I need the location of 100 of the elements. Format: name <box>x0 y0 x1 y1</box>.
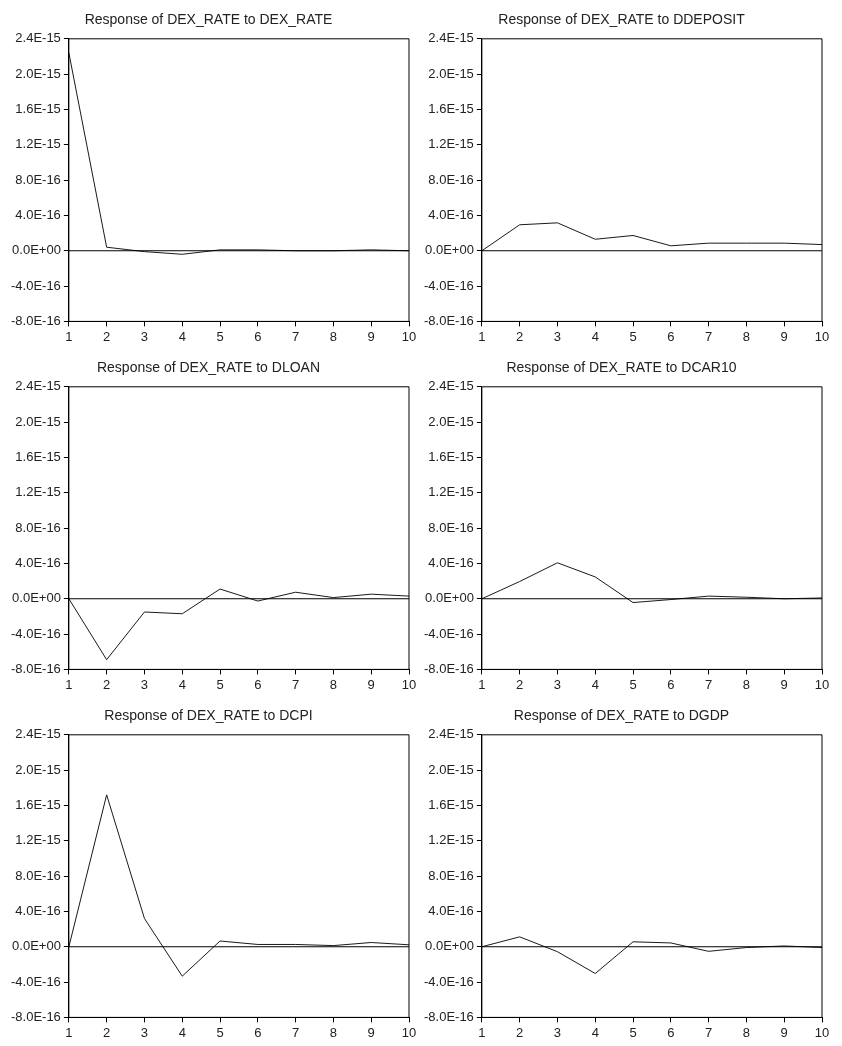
x-tick-label: 7 <box>705 1024 713 1040</box>
y-tick-label: 2.0E-15 <box>15 65 61 81</box>
x-tick-label: 7 <box>705 328 713 344</box>
x-tick-label: 7 <box>292 1024 300 1040</box>
y-tick-label: -4.0E-16 <box>10 625 61 641</box>
y-tick-label: -8.0E-16 <box>423 312 474 328</box>
x-tick-label: 2 <box>516 328 524 344</box>
y-tick-label: 1.6E-15 <box>15 797 61 813</box>
x-tick-label: 5 <box>629 328 637 344</box>
x-tick-label: 7 <box>705 676 713 692</box>
x-tick-label: 5 <box>629 676 637 692</box>
y-tick-label: 0.0E+00 <box>12 590 61 606</box>
x-tick-label: 8 <box>329 676 338 692</box>
x-tick-label: 4 <box>591 1024 599 1040</box>
x-tick-label: 9 <box>367 1024 375 1040</box>
x-tick-label: 9 <box>780 1024 788 1040</box>
x-tick-label: 2 <box>103 1024 111 1040</box>
x-tick-label: 2 <box>103 328 111 344</box>
chart-title: Response of DEX_RATE to DCAR10 <box>506 359 737 376</box>
x-tick-label: 6 <box>254 1024 262 1040</box>
y-tick-label: -8.0E-16 <box>10 1008 61 1024</box>
y-tick-label: 2.4E-15 <box>15 726 61 742</box>
y-tick-label: 1.6E-15 <box>428 797 474 813</box>
y-tick-label: 8.0E-16 <box>15 171 61 187</box>
y-tick-label: 2.0E-15 <box>428 761 474 777</box>
x-tick-label: 2 <box>516 1024 524 1040</box>
x-tick-label: 3 <box>553 1024 562 1040</box>
x-tick-label: 5 <box>216 328 224 344</box>
x-tick-label: 1 <box>65 676 73 692</box>
x-tick-label: 1 <box>65 328 73 344</box>
x-tick-label: 3 <box>553 328 562 344</box>
y-tick-label: -4.0E-16 <box>10 277 61 293</box>
y-tick-label: 2.4E-15 <box>428 378 474 394</box>
x-tick-label: 4 <box>178 328 186 344</box>
y-tick-label: 4.0E-16 <box>15 207 61 222</box>
x-tick-label: 1 <box>65 1024 73 1040</box>
y-tick-label: 0.0E+00 <box>425 590 474 606</box>
x-tick-label: 10 <box>814 328 830 344</box>
y-tick-label: -8.0E-16 <box>10 312 61 328</box>
y-tick-label: 4.0E-16 <box>428 207 474 222</box>
y-tick-label: -4.0E-16 <box>10 973 61 989</box>
y-tick-label: 1.2E-15 <box>428 832 474 848</box>
x-tick-label: 6 <box>254 328 262 344</box>
chart-title: Response of DEX_RATE to DLOAN <box>96 359 321 376</box>
x-tick-label: 8 <box>329 1024 338 1040</box>
y-tick-label: 2.4E-15 <box>428 30 474 46</box>
x-tick-label: 5 <box>629 1024 637 1040</box>
x-tick-label: 2 <box>103 676 111 692</box>
x-tick-label: 6 <box>667 328 675 344</box>
y-tick-label: -8.0E-16 <box>10 660 61 676</box>
y-tick-label: -8.0E-16 <box>423 1008 474 1024</box>
x-tick-label: 9 <box>780 328 788 344</box>
x-tick-label: 4 <box>178 1024 186 1040</box>
x-tick-label: 5 <box>216 1024 224 1040</box>
x-tick-label: 8 <box>329 328 338 344</box>
chart-title: Response of DEX_RATE to DEX_RATE <box>84 11 333 28</box>
x-tick-label: 7 <box>292 328 300 344</box>
x-tick-label: 8 <box>742 676 751 692</box>
y-tick-label: -4.0E-16 <box>423 625 474 641</box>
y-tick-label: 0.0E+00 <box>12 242 61 258</box>
x-tick-label: 3 <box>553 676 562 692</box>
x-tick-label: 8 <box>742 1024 751 1040</box>
x-tick-label: 10 <box>401 676 417 692</box>
x-tick-label: 4 <box>591 676 599 692</box>
y-tick-label: 1.6E-15 <box>428 449 474 465</box>
x-tick-label: 6 <box>667 676 675 692</box>
y-tick-label: 2.0E-15 <box>15 761 61 777</box>
x-tick-label: 3 <box>140 328 149 344</box>
y-tick-label: 2.4E-15 <box>15 378 61 394</box>
chart-title: Response of DEX_RATE to DGDP <box>513 707 730 724</box>
x-tick-label: 10 <box>401 1024 417 1040</box>
x-tick-label: 5 <box>216 676 224 692</box>
y-tick-label: 2.0E-15 <box>428 413 474 429</box>
y-tick-label: -4.0E-16 <box>423 973 474 989</box>
x-tick-label: 1 <box>478 676 486 692</box>
x-tick-label: 9 <box>367 676 375 692</box>
y-tick-label: 4.0E-16 <box>428 555 474 570</box>
y-tick-label: 2.0E-15 <box>15 413 61 429</box>
y-tick-label: 0.0E+00 <box>12 938 61 954</box>
y-tick-label: 1.6E-15 <box>15 101 61 117</box>
y-tick-label: 8.0E-16 <box>15 519 61 535</box>
x-tick-label: 10 <box>814 1024 830 1040</box>
x-tick-label: 4 <box>591 328 599 344</box>
x-tick-label: 4 <box>178 676 186 692</box>
y-tick-label: 1.6E-15 <box>15 449 61 465</box>
y-tick-label: 8.0E-16 <box>428 171 474 187</box>
y-tick-label: -4.0E-16 <box>423 277 474 293</box>
y-tick-label: 2.0E-15 <box>428 65 474 81</box>
x-tick-label: 1 <box>478 328 486 344</box>
y-tick-label: 1.6E-15 <box>428 101 474 117</box>
y-tick-label: 8.0E-16 <box>428 867 474 883</box>
y-tick-label: 1.2E-15 <box>428 136 474 152</box>
y-tick-label: 1.2E-15 <box>15 832 61 848</box>
y-tick-label: -8.0E-16 <box>423 660 474 676</box>
y-tick-label: 4.0E-16 <box>15 903 61 918</box>
y-tick-label: 8.0E-16 <box>15 867 61 883</box>
x-tick-label: 6 <box>254 676 262 692</box>
x-tick-label: 9 <box>780 676 788 692</box>
chart-title: Response of DEX_RATE to DCPI <box>104 707 313 724</box>
y-tick-label: 0.0E+00 <box>425 242 474 258</box>
